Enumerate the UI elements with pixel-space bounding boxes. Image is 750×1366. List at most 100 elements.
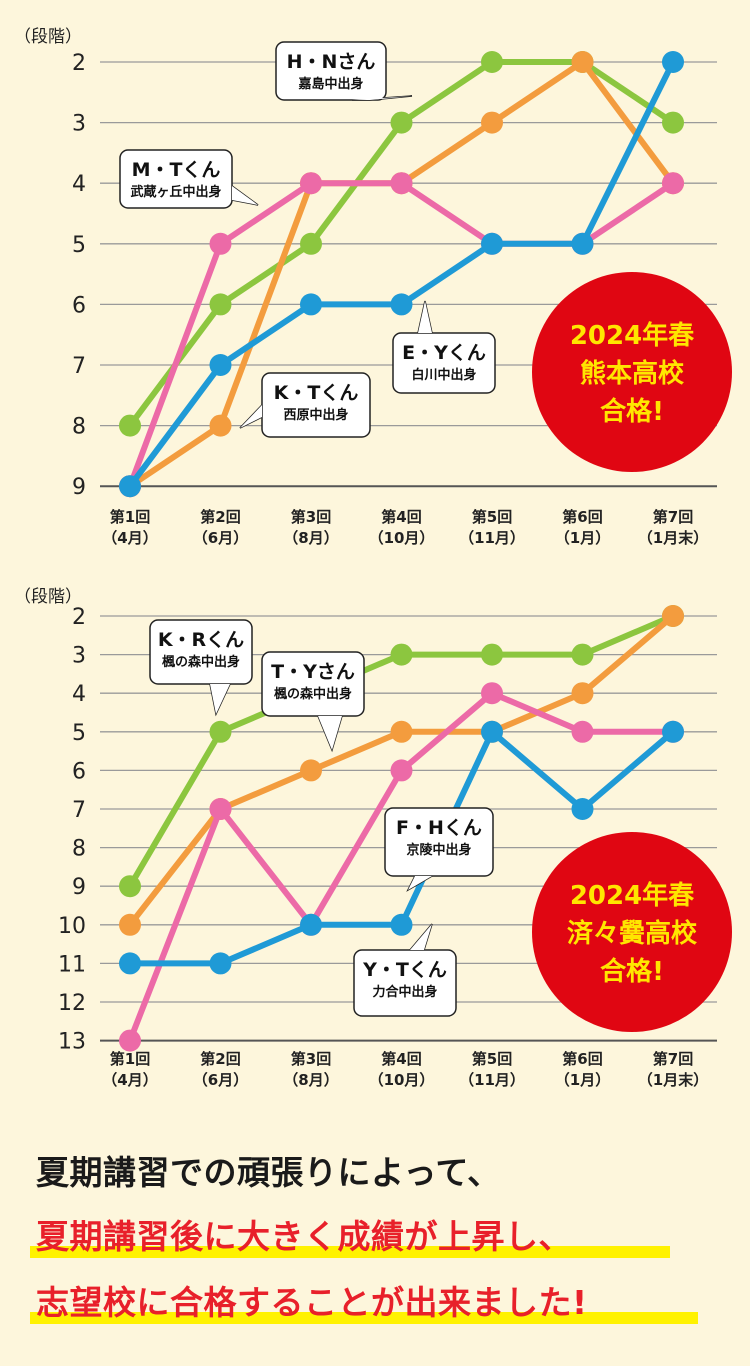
y-unit-label: （段階） (14, 27, 82, 47)
callout-box (275, 41, 387, 101)
callout-box (119, 149, 233, 209)
x-tick-label: 第7回 (653, 508, 693, 526)
y-tick-label: 3 (72, 112, 86, 137)
callout-name: M・Tくん (132, 159, 221, 181)
footer-line1: 夏期講習での頑張りによって、 (36, 1153, 501, 1192)
data-point-pink (390, 172, 413, 195)
callout-tail-fill (418, 301, 432, 333)
x-tick-label: 第3回 (291, 508, 331, 526)
x-tick-label: 第6回 (562, 508, 602, 526)
callout-name: K・Rくん (158, 629, 244, 651)
badge-text: 済々黌高校 (567, 918, 698, 949)
data-point-pink (119, 1029, 141, 1052)
data-point-pink (481, 682, 503, 705)
y-tick-label: 11 (58, 952, 86, 977)
y-tick-label: 4 (72, 682, 86, 707)
data-point-blue (481, 232, 503, 255)
data-point-blue (571, 798, 594, 820)
callout-box (149, 619, 253, 685)
callout-name: K・Tくん (274, 382, 359, 404)
data-point-green (481, 643, 503, 666)
callout-name: F・Hくん (396, 817, 482, 839)
data-point-green (209, 293, 232, 316)
callout-name: Y・Tくん (362, 959, 447, 981)
data-point-green (390, 643, 413, 666)
x-tick-label: 第1回 (110, 1050, 150, 1068)
x-tick-label: 第4回 (381, 508, 421, 526)
callout-box (261, 651, 365, 717)
data-point-blue (662, 720, 684, 743)
y-tick-label: 9 (72, 475, 86, 500)
callout-school: 楓の森中出身 (162, 654, 240, 670)
callout-tail-fill (232, 186, 258, 205)
y-tick-label: 7 (72, 354, 86, 379)
chart-kumamoto: （段階） 2 3 4 5 6 7 8 9 第1回 （4月） 第2回 （6月） 第3回 （8月） 第4回 （10月… (14, 27, 732, 547)
x-tick-sublabel: （6月） (193, 529, 248, 547)
data-point-blue (390, 913, 413, 936)
x-tick-label: 第2回 (200, 508, 240, 526)
data-point-pink (662, 172, 684, 195)
x-tick-label: 第1回 (110, 508, 150, 526)
callout-name: H・Nさん (287, 51, 376, 73)
pass-badge (532, 832, 732, 1032)
y-tick-label: 4 (72, 172, 86, 197)
callout-name: T・Yさん (271, 661, 355, 683)
data-point-green (571, 643, 594, 666)
y-tick-label: 6 (72, 293, 86, 318)
x-tick-label: 第5回 (472, 508, 512, 526)
data-point-green (390, 111, 413, 134)
data-point-orange (662, 605, 684, 627)
x-tick-sublabel: （8月） (283, 1071, 338, 1089)
data-point-blue (119, 475, 141, 498)
callout-school: 白川中出身 (411, 367, 476, 383)
x-tick-sublabel: （8月） (283, 529, 338, 547)
callout-tail-fill (210, 684, 230, 714)
x-tick-sublabel: （4月） (102, 1071, 157, 1089)
callout-tail-fill (408, 876, 432, 890)
y-tick-label: 10 (58, 914, 86, 939)
data-point-pink (209, 798, 232, 820)
x-tick-sublabel: （6月） (193, 1071, 248, 1089)
data-point-green (300, 232, 322, 255)
data-point-green (119, 414, 141, 437)
data-point-blue (571, 232, 594, 255)
data-point-orange (571, 51, 594, 73)
callout-school: 嘉島中出身 (297, 76, 363, 92)
y-tick-label: 5 (72, 233, 86, 258)
x-tick-sublabel: （11月） (459, 1071, 525, 1089)
data-point-orange (119, 913, 141, 936)
y-tick-label: 12 (58, 991, 86, 1016)
callout-tail-fill (352, 96, 412, 100)
data-point-blue (300, 293, 322, 316)
callout-school: 武蔵ヶ丘中出身 (130, 184, 221, 200)
data-point-blue (209, 952, 232, 975)
callout-school: 楓の森中出身 (274, 686, 352, 702)
callout-name: E・Yくん (402, 342, 486, 364)
x-tick-label: 第4回 (381, 1050, 421, 1068)
y-tick-label: 13 (58, 1030, 86, 1055)
y-tick-label: 5 (72, 721, 86, 746)
data-point-blue (662, 51, 684, 73)
badge-text: 合格! (600, 396, 664, 427)
callout-box (384, 807, 494, 877)
data-point-blue (481, 720, 503, 743)
x-tick-sublabel: （1月末） (638, 1071, 708, 1089)
y-tick-label: 2 (72, 605, 86, 630)
highlight-line3 (30, 1312, 698, 1324)
data-point-orange (390, 720, 413, 743)
data-point-blue (300, 913, 322, 936)
x-tick-sublabel: （11月） (459, 529, 525, 547)
footer-line2: 夏期講習後に大きく成績が上昇し、 (36, 1217, 572, 1256)
data-point-orange (481, 111, 503, 134)
x-tick-sublabel: （10月） (369, 529, 435, 547)
x-tick-sublabel: （1月末） (638, 529, 708, 547)
data-point-green (209, 720, 232, 743)
data-point-orange (209, 414, 232, 437)
footer-line3: 志望校に合格することが出来ました! (36, 1283, 588, 1322)
data-point-blue (209, 354, 232, 376)
y-tick-label: 7 (72, 798, 86, 823)
x-tick-sublabel: （1月） (555, 529, 610, 547)
data-point-blue (119, 952, 141, 975)
callout-tail-fill (318, 716, 342, 750)
callout-school: 力合中出身 (372, 984, 437, 1000)
